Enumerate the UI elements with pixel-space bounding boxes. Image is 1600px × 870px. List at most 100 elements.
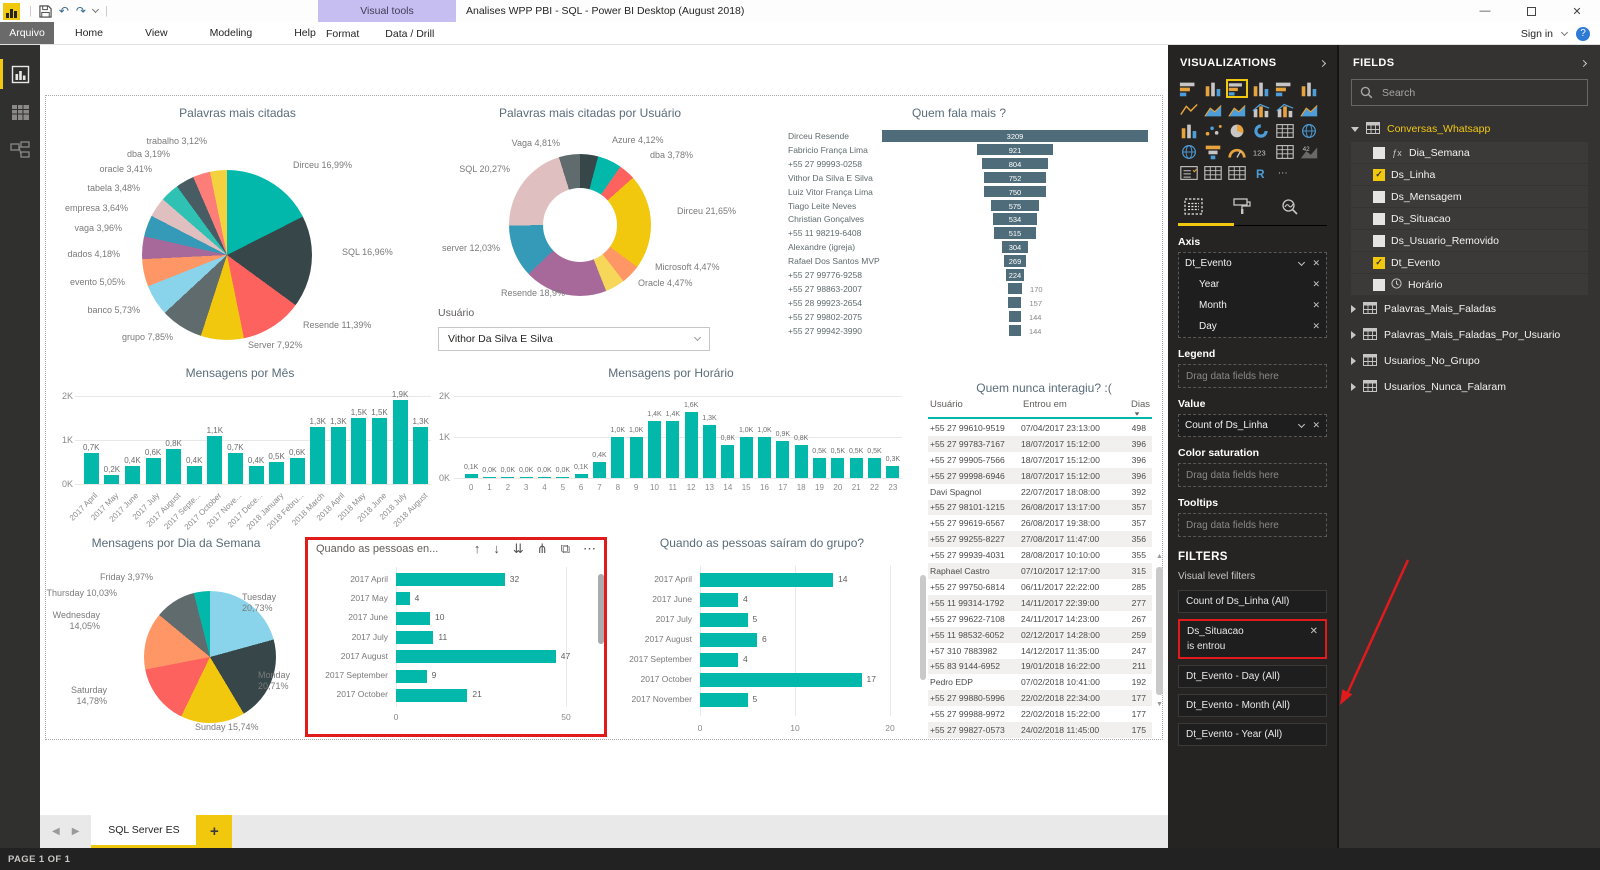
- column-bar[interactable]: [703, 424, 716, 478]
- column-bar[interactable]: [145, 457, 161, 484]
- funnel-bar[interactable]: [1003, 255, 1027, 267]
- field-ds_situacao[interactable]: Ds_Situacao: [1351, 208, 1588, 229]
- report-canvas[interactable]: Palavras mais citadas Dirceu 16,99% SQL 1…: [40, 45, 1168, 815]
- table-row[interactable]: +55 27 99750-6814 06/11/2017 22:22:00 285: [930, 581, 1146, 592]
- column-bar[interactable]: [611, 437, 625, 478]
- column-bar[interactable]: [289, 457, 305, 484]
- tab-format[interactable]: [1233, 198, 1251, 221]
- axis-field-year[interactable]: Year ✕: [1199, 279, 1320, 290]
- bar[interactable]: [700, 693, 748, 707]
- menu-item-home[interactable]: Home: [75, 27, 104, 39]
- field-checkbox[interactable]: ✓: [1373, 256, 1385, 269]
- bar[interactable]: [396, 688, 468, 702]
- remove-field-icon[interactable]: ✕: [1312, 279, 1320, 289]
- viz-type-line-icon[interactable]: [1178, 100, 1200, 119]
- viz-type-pie-icon[interactable]: [1226, 121, 1248, 140]
- visual-slicer-usuario[interactable]: Usuário Vithor Da Silva E Silva: [435, 305, 720, 360]
- menu-item-modeling[interactable]: Modeling: [209, 27, 253, 39]
- viz-type-funnel-icon[interactable]: [1202, 142, 1224, 161]
- column-bar[interactable]: [351, 418, 367, 484]
- table-row[interactable]: +55 11 98532-6052 02/12/2017 14:28:00 259: [928, 626, 1152, 643]
- table-row[interactable]: +55 27 99255-8227 27/08/2017 11:47:00 356: [928, 531, 1152, 548]
- bar[interactable]: [700, 573, 833, 587]
- column-bar[interactable]: [886, 465, 900, 478]
- column-bar[interactable]: [831, 457, 845, 478]
- next-page-icon[interactable]: ▶: [71, 826, 80, 837]
- column-bar[interactable]: [538, 476, 551, 478]
- viz-type-scatter-icon[interactable]: [1202, 121, 1224, 140]
- column-bar[interactable]: [392, 400, 408, 484]
- sign-in-link[interactable]: Sign in: [1520, 27, 1553, 40]
- minimize-button[interactable]: —: [1479, 5, 1491, 17]
- scrollbar-thumb[interactable]: [920, 575, 926, 680]
- visual-pie-mensagens-por-dia-semana[interactable]: Mensagens por Dia da Semana Tuesday 20,7…: [45, 530, 307, 760]
- funnel-bar[interactable]: [993, 227, 1037, 239]
- fields-table-conversas_whatsapp[interactable]: Conversas_Whatsapp: [1351, 116, 1588, 142]
- visual-column-mensagens-por-horario[interactable]: Mensagens por Horário 2K 1K 0K 0,1K 0 0,0K 1 0,…: [428, 360, 914, 545]
- bar[interactable]: [700, 673, 862, 687]
- filter-dt-evento-month-all-[interactable]: Dt_Evento - Month (All): [1178, 694, 1327, 717]
- legend-drop-zone[interactable]: Drag data fields here: [1178, 364, 1327, 388]
- value-field-count-of-ds-linha[interactable]: Count of Ds_Linha ✕: [1185, 420, 1320, 431]
- column-bar[interactable]: [739, 437, 753, 478]
- viz-type-card-icon[interactable]: 123: [1250, 142, 1272, 161]
- column-bar[interactable]: [794, 445, 808, 478]
- column-bar[interactable]: [684, 412, 698, 478]
- slicer-dropdown[interactable]: Vithor Da Silva E Silva: [438, 327, 710, 351]
- viz-type-gauge-icon[interactable]: [1226, 142, 1248, 161]
- remove-field-icon[interactable]: ✕: [1312, 321, 1320, 331]
- bar[interactable]: [396, 650, 556, 664]
- model-view-button[interactable]: [0, 131, 40, 169]
- fields-table-usuarios_nunca_falaram[interactable]: Usuarios_Nunca_Falaram: [1351, 374, 1588, 400]
- column-bar[interactable]: [868, 457, 881, 478]
- viz-type-stacked-bar-icon[interactable]: [1178, 79, 1200, 98]
- field-dia_semana[interactable]: ƒx Dia_Semana: [1351, 142, 1588, 163]
- collapse-panel-icon[interactable]: [1318, 59, 1327, 67]
- column-bar[interactable]: [666, 420, 680, 478]
- remove-field-icon[interactable]: ✕: [1312, 258, 1320, 268]
- viz-type-kpi-icon[interactable]: 42: [1298, 142, 1320, 161]
- funnel-bar[interactable]: [983, 171, 1047, 184]
- funnel-bar[interactable]: [976, 143, 1054, 156]
- filter-dt-evento-day-all-[interactable]: Dt_Evento - Day (All): [1178, 665, 1327, 688]
- bar[interactable]: [396, 611, 430, 625]
- remove-field-icon[interactable]: ✕: [1312, 420, 1320, 430]
- focus-mode-icon[interactable]: ⧉: [560, 541, 570, 556]
- fields-table-palavras_mais_faladas[interactable]: Palavras_Mais_Faladas: [1351, 296, 1588, 322]
- data-view-button[interactable]: [0, 93, 40, 131]
- collapse-panel-icon[interactable]: [1579, 59, 1588, 67]
- menu-item-help[interactable]: Help: [294, 27, 316, 39]
- column-bar[interactable]: [849, 457, 863, 478]
- viz-type-100-stacked-bar-icon[interactable]: [1274, 79, 1296, 98]
- table-row[interactable]: +55 27 99622-7108 24/11/2017 14:23:00 267: [930, 613, 1146, 624]
- visual-table-quem-nunca-interagiu[interactable]: Quem nunca interagiu? :( Usuário Entrou e…: [928, 375, 1160, 740]
- table-row[interactable]: +55 83 9144-6952 19/01/2018 16:22:00 211: [928, 658, 1152, 675]
- menu-item-format[interactable]: Format: [326, 27, 360, 40]
- sort-descending-icon[interactable]: [1134, 412, 1140, 416]
- column-header-entrou-em[interactable]: Entrou em: [1023, 399, 1067, 410]
- field-checkbox[interactable]: [1373, 190, 1385, 203]
- table-row[interactable]: +55 27 99619-6567 26/08/2017 19:38:00 357: [930, 518, 1146, 529]
- drill-up-icon[interactable]: ↑: [473, 541, 481, 556]
- funnel-bar[interactable]: [882, 130, 1148, 142]
- field-ds_linha[interactable]: ✓ Ds_Linha: [1351, 164, 1588, 185]
- column-header-usuario[interactable]: Usuário: [930, 399, 963, 410]
- funnel-bar[interactable]: [992, 213, 1038, 225]
- visual-donut-palavras-por-usuario[interactable]: Palavras mais citadas por Usuário Azure …: [430, 100, 750, 310]
- funnel-bar[interactable]: [1008, 296, 1022, 309]
- funnel-bar[interactable]: [991, 199, 1039, 211]
- pie-plot[interactable]: [144, 591, 276, 723]
- field-checkbox[interactable]: ✓: [1373, 168, 1385, 181]
- expand-icon[interactable]: [1351, 357, 1356, 365]
- viz-type-100-stacked-column-icon[interactable]: [1298, 79, 1320, 98]
- field-dropdown-icon[interactable]: [1298, 258, 1306, 266]
- table-row[interactable]: +55 27 99610-9519 07/04/2017 23:13:00 498: [930, 422, 1146, 433]
- funnel-bar[interactable]: [1007, 282, 1023, 295]
- bar[interactable]: [396, 631, 434, 645]
- column-bar[interactable]: [248, 466, 264, 484]
- viz-type-filled-map-icon[interactable]: [1178, 142, 1200, 161]
- pie-plot[interactable]: [142, 170, 312, 340]
- viz-type-table-icon[interactable]: [1202, 163, 1224, 182]
- field-ds_mensagem[interactable]: Ds_Mensagem: [1351, 186, 1588, 207]
- bar[interactable]: [396, 592, 410, 606]
